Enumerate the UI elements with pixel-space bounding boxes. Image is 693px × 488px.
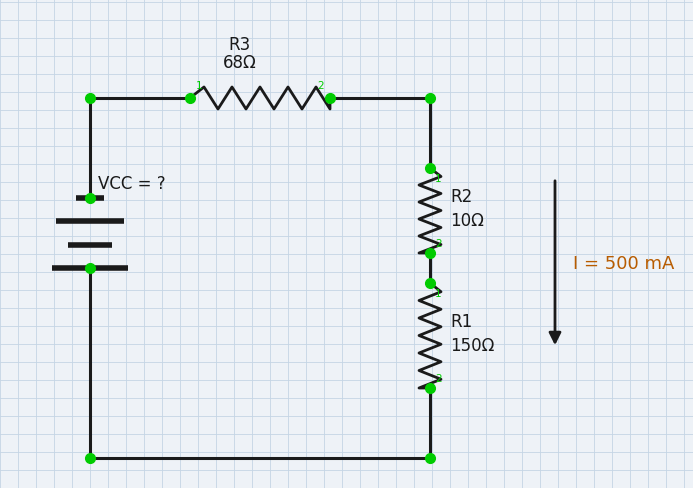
Text: 10Ω: 10Ω — [450, 212, 484, 230]
Text: I = 500 mA: I = 500 mA — [573, 254, 674, 272]
Text: R3: R3 — [229, 36, 251, 54]
Text: 2: 2 — [435, 239, 441, 248]
Text: R1: R1 — [450, 313, 472, 331]
Text: 1: 1 — [435, 288, 441, 298]
Text: 68Ω: 68Ω — [223, 54, 257, 72]
Text: 1: 1 — [435, 174, 441, 183]
Text: R2: R2 — [450, 188, 472, 206]
Text: 2: 2 — [317, 81, 324, 91]
Text: 1: 1 — [196, 81, 202, 91]
Text: 2: 2 — [435, 373, 441, 383]
Text: 150Ω: 150Ω — [450, 337, 494, 355]
Text: VCC = ?: VCC = ? — [98, 175, 166, 193]
